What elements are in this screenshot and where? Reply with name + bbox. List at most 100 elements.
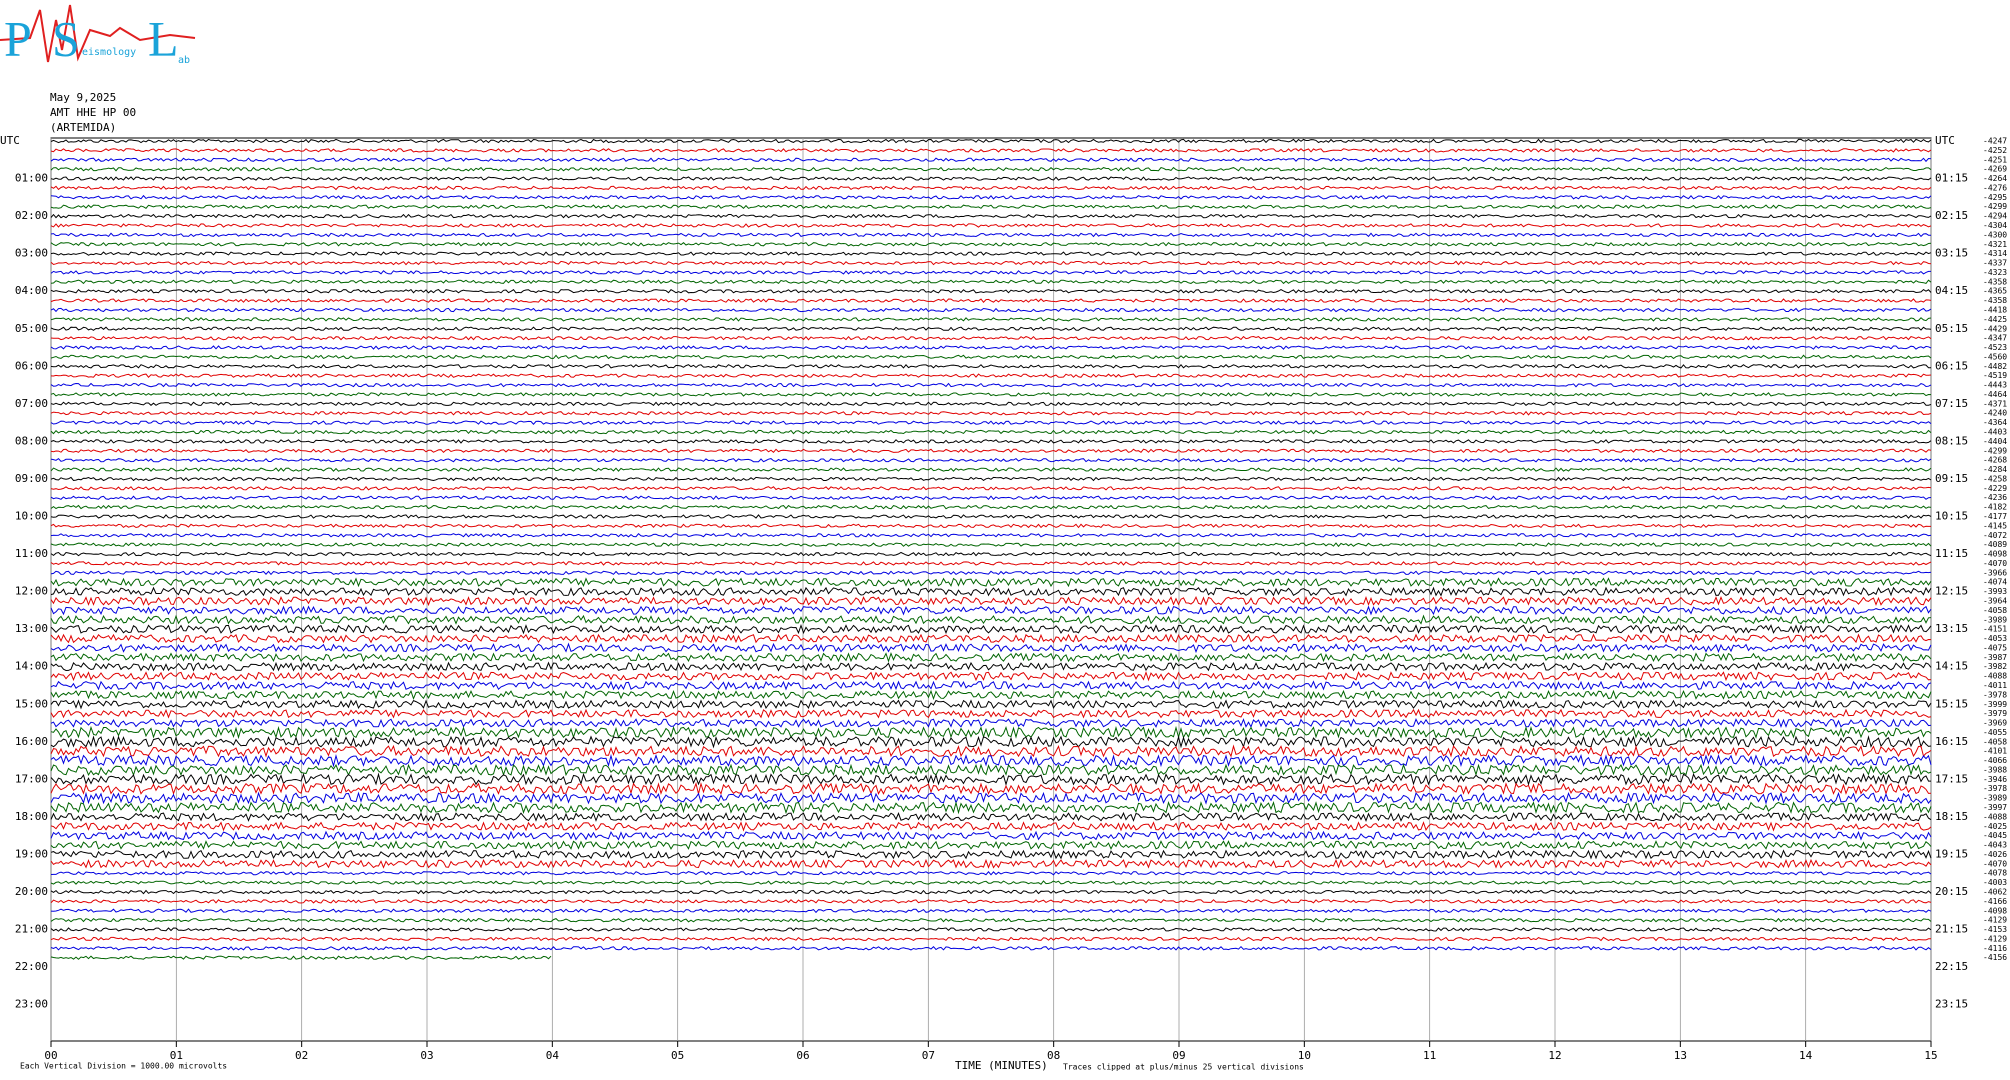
trace — [50, 699, 1932, 710]
hour-label: 03:15 — [1935, 247, 1968, 260]
x-axis-label: TIME (MINUTES) — [955, 1059, 1048, 1072]
trace-offset: -4145 — [1983, 521, 2007, 530]
trace-offset: -3988 — [1983, 765, 2007, 774]
hour-label: 23:15 — [1935, 998, 1968, 1011]
trace — [50, 260, 1932, 266]
trace-offset: -4276 — [1983, 183, 2007, 192]
x-tick-label: 10 — [1298, 1049, 1311, 1062]
trace-offset: -3999 — [1983, 700, 2007, 709]
trace — [50, 373, 1932, 378]
trace-offset: -4464 — [1983, 390, 2007, 399]
trace — [50, 420, 1932, 425]
trace-offset: -4098 — [1983, 906, 2007, 915]
trace-offset: -4062 — [1983, 888, 2007, 897]
trace — [50, 870, 1932, 876]
trace — [50, 392, 1932, 397]
hour-label: 19:00 — [15, 847, 48, 860]
trace-offset: -4089 — [1983, 540, 2007, 549]
trace — [50, 382, 1932, 388]
trace — [50, 689, 1932, 701]
hour-label: 13:15 — [1935, 622, 1968, 635]
trace — [50, 725, 1932, 740]
hour-label: 08:00 — [15, 434, 48, 447]
trace — [50, 157, 1932, 163]
trace-offset: -4371 — [1983, 399, 2007, 408]
trace-offset: -4300 — [1983, 230, 2007, 239]
trace-offset: -4088 — [1983, 812, 2007, 821]
trace — [50, 840, 1932, 851]
trace — [50, 467, 1932, 472]
hour-label: 14:15 — [1935, 660, 1968, 673]
trace — [50, 830, 1932, 841]
trace-offset: -4116 — [1983, 944, 2007, 953]
trace — [50, 176, 1932, 181]
trace — [50, 523, 1931, 529]
trace-offset: -4418 — [1983, 305, 2007, 314]
trace-offset: -4236 — [1983, 493, 2007, 502]
trace-offset: -3989 — [1983, 794, 2007, 803]
x-tick-label: 04 — [546, 1049, 560, 1062]
trace-offset: -4404 — [1983, 437, 2007, 446]
hour-label: 07:15 — [1935, 397, 1968, 410]
trace — [50, 821, 1932, 832]
trace — [50, 429, 1932, 435]
trace-offset: -4519 — [1983, 371, 2007, 380]
hour-label: 15:15 — [1935, 697, 1968, 710]
trace — [50, 781, 1932, 796]
logo-text: eismology — [82, 47, 136, 58]
logo: P S L eismology ab — [0, 4, 196, 66]
trace — [50, 448, 1932, 454]
trace — [50, 439, 1932, 444]
hour-label: 16:15 — [1935, 735, 1968, 748]
trace-offset: -4153 — [1983, 925, 2007, 934]
trace-offset: -4025 — [1983, 822, 2007, 831]
trace — [50, 401, 1932, 407]
trace-offset: -4268 — [1983, 456, 2007, 465]
trace-offset: -4066 — [1983, 756, 2007, 765]
trace — [50, 800, 1932, 815]
trace — [50, 652, 1932, 663]
site: (ARTEMIDA) — [50, 121, 116, 134]
trace — [50, 718, 1932, 729]
trace — [50, 596, 1932, 607]
hour-label: UTC — [1935, 134, 1955, 147]
trace — [50, 532, 1932, 538]
hour-label: 22:00 — [15, 960, 48, 973]
hour-label: 05:15 — [1935, 322, 1968, 335]
trace — [50, 335, 1932, 341]
trace — [50, 307, 1932, 313]
hour-label: 06:00 — [15, 359, 48, 372]
hour-label: 23:00 — [15, 998, 48, 1011]
trace-offset: -4229 — [1983, 484, 2007, 493]
trace-offset: -4045 — [1983, 831, 2007, 840]
x-tick-label: 08 — [1047, 1049, 1060, 1062]
trace-offset: -4129 — [1983, 916, 2007, 925]
trace-offset: -4026 — [1983, 850, 2007, 859]
hour-label: 14:00 — [15, 660, 48, 673]
trace-offset: -3978 — [1983, 784, 2007, 793]
trace — [50, 763, 1932, 777]
trace-offset: -4299 — [1983, 446, 2007, 455]
trace — [50, 213, 1932, 219]
trace-offset: -4425 — [1983, 315, 2007, 324]
hour-label: 10:00 — [15, 510, 48, 523]
trace — [50, 849, 1932, 860]
trace — [50, 514, 1932, 519]
hour-label: 10:15 — [1935, 510, 1968, 523]
trace-offset: -4003 — [1983, 878, 2007, 887]
trace — [50, 899, 1932, 904]
trace-offset: -3982 — [1983, 662, 2007, 671]
hour-label: 11:15 — [1935, 547, 1968, 560]
trace-offset: -4482 — [1983, 362, 2007, 371]
trace-offset: -3979 — [1983, 709, 2007, 718]
trace — [50, 936, 1931, 942]
trace-offset: -3993 — [1983, 587, 2007, 596]
trace — [50, 326, 1932, 331]
trace — [50, 945, 1932, 951]
hour-label: 20:00 — [15, 885, 48, 898]
trace-offset: -4075 — [1983, 643, 2007, 652]
trace — [50, 880, 1932, 885]
trace-offset: -4358 — [1983, 296, 2007, 305]
